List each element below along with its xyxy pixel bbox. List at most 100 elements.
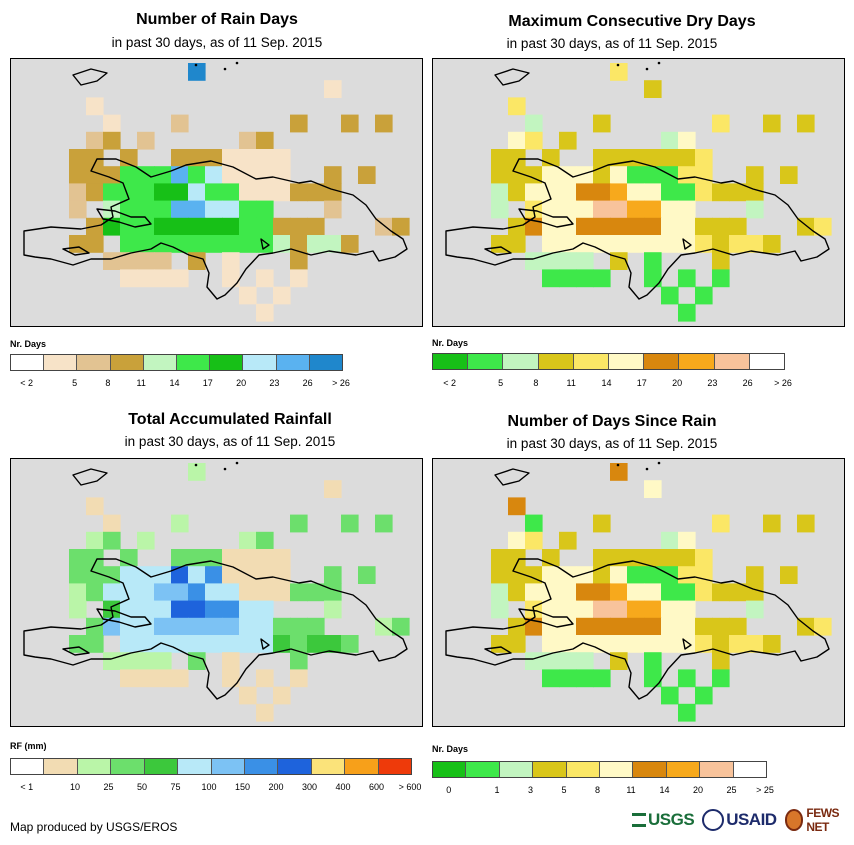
island-outline [445,468,830,700]
legend-tick-label: 17 [202,378,213,388]
grid-cell [103,514,121,533]
grid-cell [375,514,393,533]
grid-cell [256,183,274,202]
grid-cell [86,566,104,584]
grid-cell [256,269,274,288]
grid-cell [627,600,645,619]
grid-cell [256,200,274,219]
grid-cell [712,114,730,133]
grid-cell [290,183,308,202]
grid-cell [559,183,577,202]
legend-swatch [345,759,379,774]
legend-swatch [177,355,211,370]
grid-cell [290,235,308,253]
grid-cell [69,149,87,167]
grid-cell [154,269,172,288]
grid-cell [324,235,342,253]
grid-cell [508,549,526,567]
island-outline [445,68,830,300]
grid-cell [678,617,696,636]
grid-cell [712,669,730,688]
grid-cell [678,131,696,150]
legend-swatch [468,354,504,369]
map-rain-days [10,58,423,327]
legend-rainfall [10,758,412,775]
legend-tick-label: 400 [335,782,351,792]
grid-cell [392,217,410,236]
grid-cell [273,617,291,636]
grid-cell [273,566,291,584]
grid-cell [69,166,87,184]
grid-cell [222,652,240,670]
grid-cell [661,200,679,219]
grid-cell [695,549,713,567]
legend-title: Nr. Days [432,744,469,754]
grid-cell [576,669,594,688]
grid-cell [729,583,747,602]
grid-cell [593,183,611,202]
grid-cell [712,652,730,670]
grid-cell [86,97,104,116]
legend-tick-label: 10 [69,782,81,792]
legend-tick-label: > 25 [756,785,774,795]
legend-swatch [311,759,346,774]
grid-cell [256,600,274,619]
grid-cell [678,269,696,288]
grid-cell [576,200,594,219]
legend-swatch [714,354,750,369]
grid-cell [678,583,696,602]
legend-swatch [679,354,715,369]
grid-cell [188,566,206,584]
grid-cell [222,600,240,619]
grid-cell [695,566,713,584]
grid-cell [273,235,291,253]
legend-tick-label: < 1 [20,782,34,792]
grid-cell [188,463,206,481]
grid-cell [678,183,696,202]
legend-tick-label: 25 [726,785,737,795]
grid-cell [729,217,747,236]
legend-swatch [244,759,279,774]
grid-cell [103,617,121,636]
grid-cell [593,549,611,567]
grid-cell [542,166,560,184]
grid-cell [103,183,121,202]
legend-tick-label: 14 [169,378,180,388]
grid-cell [86,497,104,516]
grid-cell [137,235,155,253]
grid-cell [576,566,594,584]
grid-cell [341,114,359,133]
grid-cell [797,114,815,133]
grid-cell [593,669,611,688]
grid-cell [746,235,764,253]
legend-ticks: < 2 5 8 11 14 17 20 23 26 > 26 [10,378,350,390]
grid-cell [678,566,696,584]
grid-cell [491,166,509,184]
legend-swatch [644,354,680,369]
grid-cell [729,235,747,253]
legend-tick-label: 20 [672,378,683,388]
grid-cell [256,583,274,602]
grid-cell [290,669,308,688]
logo-strip: USGS USAID FEWS NET [632,806,854,834]
map-canvas [23,461,410,722]
legend-swatch [44,759,78,774]
grid-cell [491,549,509,567]
legend-swatch [111,759,145,774]
grid-cell [324,183,342,202]
grid-cell [644,200,662,219]
grid-cell [661,131,679,150]
grid-cell [661,531,679,550]
grid-cell [290,217,308,236]
grid-cell [780,566,798,584]
islet-dot [657,461,661,465]
grid-cell [120,652,138,670]
grid-cell [491,183,509,202]
grid-cell [542,252,560,270]
grid-cell [763,514,781,533]
grid-cell [256,149,274,167]
grid-cell [273,583,291,602]
grid-cell [86,531,104,550]
grid-cell [610,63,628,81]
grid-cell [205,200,223,219]
